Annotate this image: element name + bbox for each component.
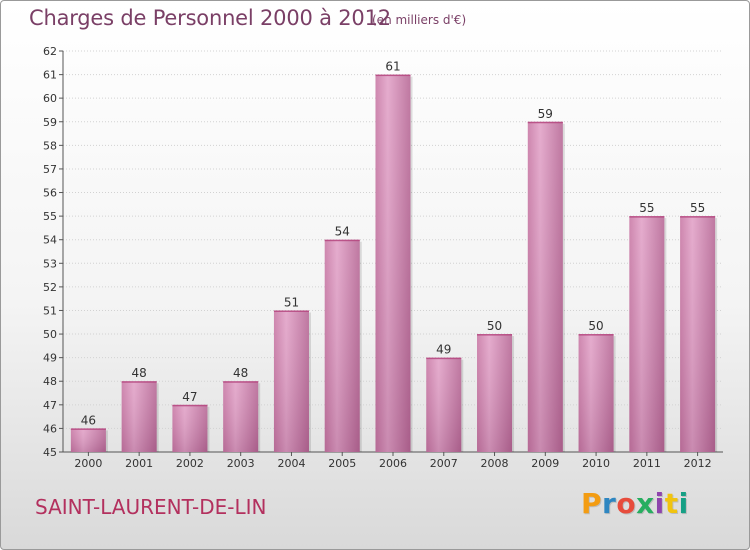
bar-value-label: 50 [487,319,502,333]
bar-value-label: 51 [284,295,299,309]
bar-value-label: 55 [690,201,705,215]
x-tick-label: 2011 [633,457,661,470]
y-tick-label: 53 [43,257,57,270]
logo-letter: i [654,487,665,520]
y-tick-label: 51 [43,304,57,317]
bar-top-edge [477,334,513,336]
x-tick-label: 2001 [125,457,153,470]
x-tick-label: 2002 [176,457,204,470]
bar-shade [172,404,208,452]
bar-value-label: 61 [385,60,400,74]
logo-letter: x [636,487,655,520]
bar-top-edge [527,121,563,124]
bar-top-edge [324,239,360,242]
y-tick-label: 45 [43,446,57,459]
y-tick-label: 47 [43,399,57,412]
logo-letter: t [664,487,679,520]
bar-top-edge [273,310,309,312]
y-tick-label: 55 [43,210,57,223]
bar-shade [375,74,411,453]
bar-top-edge [121,381,157,383]
bars [70,74,718,453]
x-tick-label: 2006 [379,457,407,470]
bar-top-edge [375,74,411,77]
y-tick-label: 57 [43,163,57,176]
bar-value-label: 47 [182,390,197,404]
y-tick-label: 54 [43,234,57,247]
x-tick-label: 2000 [74,457,102,470]
bar-shade [578,334,614,452]
y-tick-label: 48 [43,375,57,388]
bar-top-edge [426,357,462,360]
x-tick-label: 2008 [481,457,509,470]
x-tick-label: 2005 [328,457,356,470]
data-labels: 46 48 47 48 51 54 61 49 50 59 50 55 55 [81,60,706,428]
x-tick-label: 2004 [277,457,305,470]
bar-shade [426,357,462,452]
bar-value-label: 55 [639,201,654,215]
bar-shade [223,381,259,452]
bar-top-edge [223,381,259,383]
bar-value-label: 49 [436,343,451,357]
bar-value-label: 48 [132,366,147,380]
bar-shade [477,334,513,452]
bar-value-label: 50 [588,319,603,333]
logo-letter: r [602,487,617,520]
bar-top-edge [578,334,614,336]
chart-subtitle: (en milliers d'€) [372,13,467,27]
bar-shade [629,216,665,452]
bar-shade [70,428,106,452]
y-tick-label: 49 [43,352,57,365]
bar-top-edge [70,428,106,430]
y-tick-label: 46 [43,422,57,435]
bar-shade [527,121,563,452]
bar-value-label: 59 [538,107,553,121]
y-tick-label: 56 [43,187,57,200]
y-tick-label: 59 [43,116,57,129]
logo-letter: o [616,487,637,520]
y-tick-label: 50 [43,328,57,341]
x-tick-label: 2009 [531,457,559,470]
x-tick-label: 2007 [430,457,458,470]
bar-shade [324,239,360,452]
x-tick-label: 2010 [582,457,610,470]
bar-shade [273,310,309,452]
y-tick-label: 60 [43,92,57,105]
logo-letter: P [581,487,603,520]
bar-top-edge [629,216,665,218]
bar-value-label: 54 [335,225,350,239]
bar-top-edge [172,404,208,407]
y-tick-label: 61 [43,69,57,82]
chart-title: Charges de Personnel 2000 à 2012 [29,6,391,30]
bar-value-label: 46 [81,413,96,427]
x-tick-label: 2003 [227,457,255,470]
x-tick-label: 2012 [684,457,712,470]
bar-value-label: 48 [233,366,248,380]
proxiti-logo[interactable]: Proxiti [581,487,689,520]
logo-letter: i [678,487,689,520]
commune-name: SAINT-LAURENT-DE-LIN [35,495,267,519]
y-tick-label: 62 [43,45,57,58]
bar-shade [680,216,716,452]
bar-shade [121,381,157,452]
y-tick-label: 52 [43,281,57,294]
bar-top-edge [680,216,716,218]
y-tick-label: 58 [43,139,57,152]
